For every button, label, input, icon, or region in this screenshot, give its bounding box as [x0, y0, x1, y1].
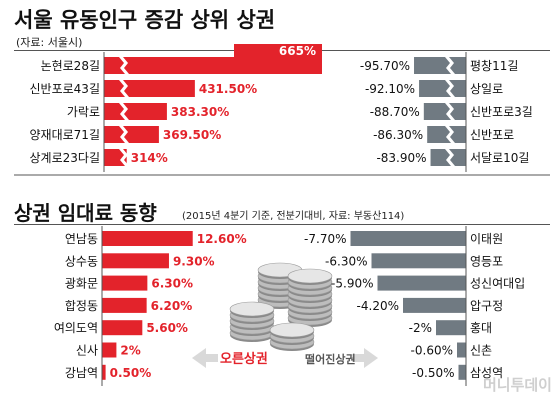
data-label: 6.30% [151, 277, 193, 291]
category-label: 홍대 [470, 321, 492, 335]
category-label: 강남역 [65, 366, 98, 380]
data-label: 9.30% [173, 254, 215, 268]
data-label: -95.70% [360, 59, 410, 73]
category-label: 상일로 [470, 82, 503, 96]
bar [458, 364, 466, 380]
data-label: 383.30% [171, 105, 229, 119]
bar [403, 297, 466, 313]
bar [102, 342, 117, 358]
data-label: 5.60% [146, 321, 188, 335]
data-label: 431.50% [199, 82, 257, 96]
category-label: 신사 [76, 344, 98, 358]
chart2-subtitle: (2015년 4분기 기준, 전분기대비, 자료: 부동산114) [182, 211, 405, 222]
data-label: -2% [409, 321, 432, 335]
category-label: 영등포 [470, 254, 503, 268]
data-label: -83.90% [376, 151, 426, 165]
bar [414, 57, 466, 74]
category-label: 연남동 [65, 232, 98, 246]
category-label: 양재대로71길 [30, 128, 100, 142]
data-label: -0.50% [412, 366, 454, 380]
coin-stack-icon [229, 262, 333, 351]
divider-mid [14, 224, 550, 225]
bar [371, 253, 466, 269]
category-label: 광화문 [65, 277, 98, 291]
bar [102, 231, 193, 246]
category-label: 평창11길 [470, 59, 518, 73]
bar-break-icon [119, 149, 129, 166]
bar-break-icon [445, 57, 455, 74]
data-label: -86.30% [373, 128, 423, 142]
category-label: 여의도역 [54, 321, 98, 335]
category-label: 성신여대입 [470, 277, 525, 291]
bar [102, 297, 147, 313]
bar [436, 320, 466, 336]
data-label: 665% [279, 44, 316, 58]
bar [102, 320, 143, 336]
category-label: 논현로28길 [41, 59, 100, 73]
chart1-source: (자료: 서울시) [16, 36, 83, 49]
data-label: 2% [120, 344, 140, 358]
bar [377, 275, 466, 291]
data-label: 369.50% [163, 128, 221, 142]
data-label: -7.70% [304, 232, 346, 246]
data-label: -88.70% [370, 105, 420, 119]
bar [104, 126, 159, 143]
bar [419, 80, 466, 97]
bar [104, 103, 167, 120]
bar [457, 342, 466, 358]
bar [104, 149, 127, 166]
bar [102, 275, 148, 291]
category-label: 신반포로43길 [30, 82, 100, 96]
category-label: 삼성역 [470, 366, 503, 380]
category-label: 상계로23다길 [30, 151, 100, 165]
bar-break-icon [445, 103, 455, 120]
data-label: -5.90% [331, 277, 373, 291]
bar-break-icon [119, 57, 129, 74]
category-label: 신반포로3길 [470, 105, 533, 119]
rising-label: 오른상권 [220, 352, 268, 367]
bar [102, 253, 169, 269]
bar [104, 57, 322, 74]
data-label: -4.20% [357, 299, 399, 313]
data-label: 314% [131, 151, 168, 165]
bar-break-icon [445, 80, 455, 97]
data-label: -0.60% [411, 344, 453, 358]
arrow-left-icon [192, 348, 218, 368]
bar [104, 80, 195, 97]
chart2-title: 상권 임대료 동향 [14, 201, 157, 225]
bar-break-icon [119, 126, 129, 143]
category-label: 서달로10길 [470, 151, 529, 165]
watermark: 머니투데이 [482, 376, 552, 394]
bar-cap [234, 44, 322, 58]
data-label: -92.10% [365, 82, 415, 96]
chart1-title: 서울 유동인구 증감 상위 상권 [14, 8, 276, 32]
data-label: -6.30% [325, 254, 367, 268]
bar-break-icon [445, 149, 455, 166]
category-label: 신반포로 [470, 128, 514, 142]
data-label: 6.20% [151, 299, 193, 313]
category-label: 압구정 [470, 299, 503, 313]
falling-label: 떨어진상권 [305, 353, 356, 366]
bar [423, 103, 466, 120]
bar-break-icon [445, 126, 455, 143]
category-label: 이태원 [470, 232, 503, 246]
data-label: 0.50% [110, 366, 152, 380]
bar [427, 126, 466, 143]
category-label: 상수동 [65, 254, 98, 268]
arrow-right-icon [352, 348, 378, 368]
bar-break-icon [119, 103, 129, 120]
category-label: 신촌 [470, 344, 492, 358]
bar-break-icon [119, 80, 129, 97]
bar [102, 364, 106, 380]
category-label: 가락로 [67, 105, 100, 119]
category-label: 합정동 [65, 299, 98, 313]
data-label: 12.60% [197, 232, 247, 246]
bar [350, 231, 466, 246]
